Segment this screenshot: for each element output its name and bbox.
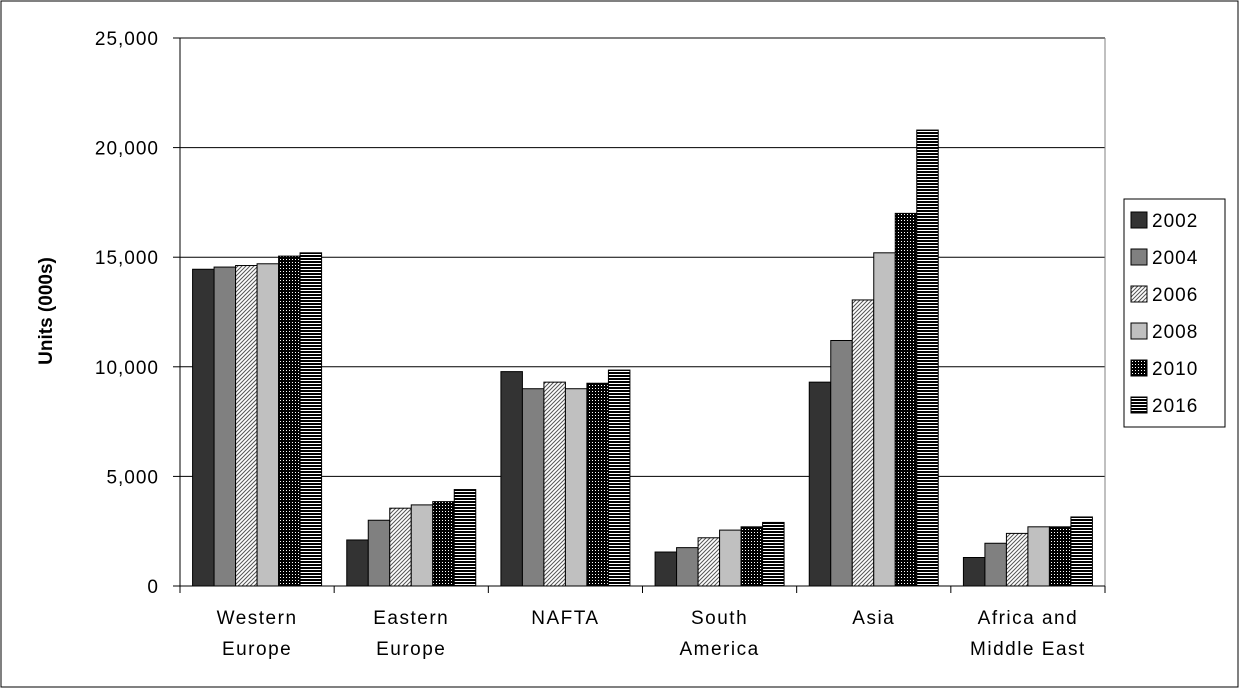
bar-2004 <box>830 339 853 587</box>
legend-swatch-2010 <box>1130 359 1148 377</box>
legend-swatch-2008 <box>1130 322 1148 340</box>
bar-2010 <box>586 382 609 587</box>
bar-2002 <box>346 539 369 587</box>
bar-2002 <box>654 551 678 587</box>
bar-2010 <box>740 526 764 587</box>
bar-2016 <box>299 252 323 587</box>
y-tick-label: 0 <box>147 577 159 598</box>
category-label: Eastern Europe <box>373 608 449 660</box>
bar-2008 <box>1027 526 1050 587</box>
legend: 2002 2004 2006 2008 2010 2016 <box>1123 198 1226 428</box>
category-label: South America <box>679 608 759 660</box>
legend-swatch-2016 <box>1130 396 1148 414</box>
bar-2016 <box>916 129 939 587</box>
legend-label-2006: 2006 <box>1152 285 1198 306</box>
legend-label-2010: 2010 <box>1152 359 1198 380</box>
y-tick-label: 5,000 <box>106 467 159 488</box>
legend-label-2004: 2004 <box>1152 248 1198 269</box>
bar-2002 <box>192 268 215 587</box>
bar-2006 <box>389 507 412 587</box>
bar-2004 <box>213 266 237 587</box>
y-tick-label: 10,000 <box>95 358 159 379</box>
bar-2010 <box>278 255 301 587</box>
bar-2010 <box>432 501 455 587</box>
legend-label-2016: 2016 <box>1152 396 1198 417</box>
bar-2004 <box>521 388 545 587</box>
legend-label-2002: 2002 <box>1152 211 1198 232</box>
bar-2006 <box>235 265 258 587</box>
bar-2004 <box>367 519 391 587</box>
bar-2004 <box>676 547 699 587</box>
bar-2002 <box>962 557 986 587</box>
bar-2004 <box>984 542 1007 587</box>
legend-label-2008: 2008 <box>1152 322 1198 343</box>
bar-2016 <box>607 369 631 587</box>
legend-swatch-2002 <box>1130 211 1148 229</box>
category-label: Western Europe <box>217 608 298 660</box>
legend-swatch-2004 <box>1130 248 1148 266</box>
bar-2008 <box>564 388 588 587</box>
category-label: Asia <box>852 608 895 629</box>
bar-2008 <box>719 529 742 587</box>
bar-2002 <box>808 381 832 587</box>
legend-box <box>1123 198 1226 428</box>
y-tick-label: 25,000 <box>95 29 159 50</box>
bar-2006 <box>1005 532 1029 587</box>
bar-2006 <box>543 381 566 587</box>
bar-2002 <box>500 371 523 587</box>
bar-2008 <box>410 504 434 587</box>
bar-2008 <box>256 263 280 587</box>
bar-2010 <box>894 212 918 587</box>
bar-2006 <box>851 299 875 587</box>
y-tick-label: 15,000 <box>95 248 159 269</box>
category-label: Africa and Middle East <box>970 608 1086 660</box>
legend-swatch-2006 <box>1130 285 1148 303</box>
bar-2010 <box>1048 526 1072 587</box>
bar-2006 <box>697 537 721 587</box>
y-axis-label: Units (000s) <box>36 257 57 365</box>
bar-2016 <box>1070 516 1093 587</box>
y-tick-label: 20,000 <box>95 139 159 160</box>
category-label: NAFTA <box>531 608 599 629</box>
bar-2008 <box>873 252 896 587</box>
bar-2016 <box>762 521 785 587</box>
bar-2016 <box>453 489 477 587</box>
